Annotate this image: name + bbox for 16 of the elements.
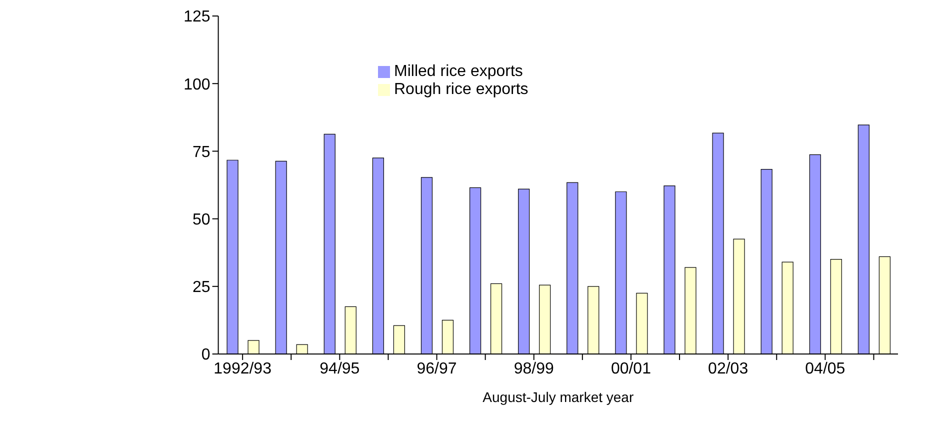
x-tick-label: 02/03 [708,360,748,378]
legend-label: Milled rice exports [394,63,523,80]
x-tick-label: 98/99 [514,360,554,378]
x-tick-label: 96/97 [416,360,457,378]
legend-label: Rough rice exports [394,81,528,98]
x-tick-label: 1992/93 [214,360,272,378]
x-tick-label: 94/95 [320,360,360,378]
y-tick-label: 0 [201,346,210,364]
x-axis-title: August-July market year [482,389,634,405]
x-tick-label: 00/01 [610,360,652,378]
y-tick-label: 25 [192,279,210,296]
y-tick-label: 75 [192,144,210,161]
x-tick-label: 04/05 [805,360,846,378]
y-tick-label: 50 [192,211,210,228]
y-tick-label: 100 [184,76,210,94]
y-tick-label: 125 [184,8,210,26]
